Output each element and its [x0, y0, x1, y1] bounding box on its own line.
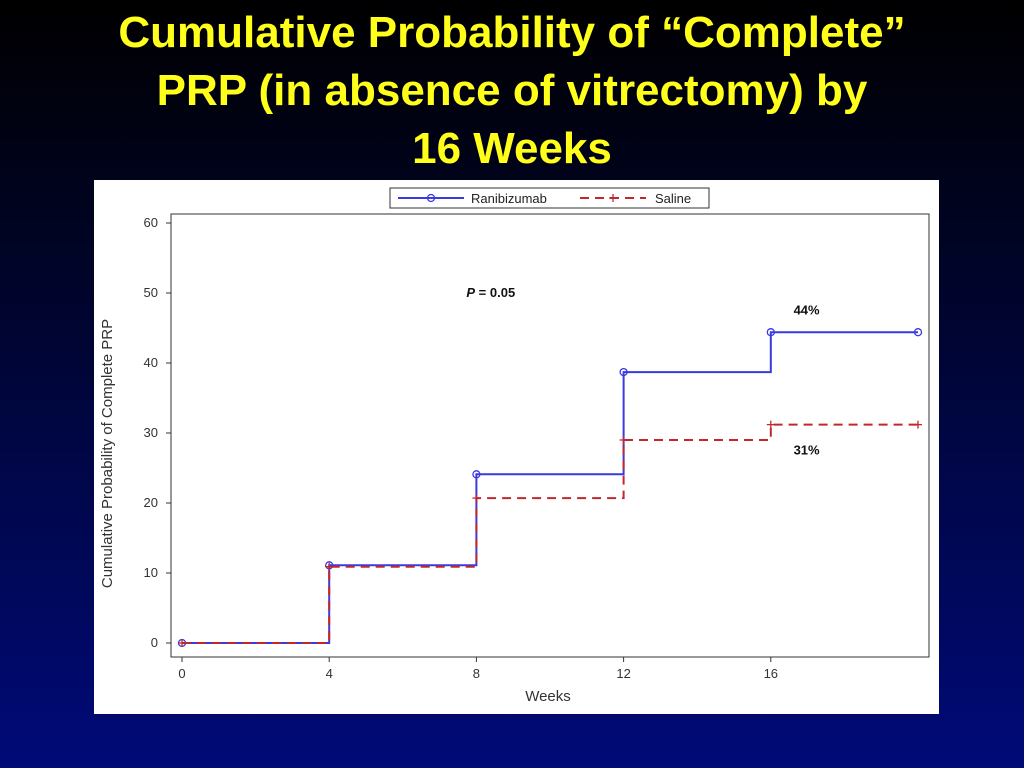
title-line-1: Cumulative Probability of “Complete” — [118, 8, 906, 57]
ranibizumab-point — [619, 367, 628, 377]
legend-ranibizumab-label: Ranibizumab — [471, 191, 547, 206]
saline-point — [619, 436, 628, 444]
saline-point — [178, 639, 186, 647]
x-tick-label: 16 — [764, 666, 778, 681]
plot-frame — [170, 213, 930, 658]
y-tick-label: 30 — [144, 425, 158, 440]
y-tick-label: 40 — [144, 355, 158, 370]
title-line-2: PRP (in absence of vitrectomy) by — [156, 66, 868, 115]
x-axis-title: Weeks — [525, 688, 571, 705]
ranibizumab-point — [766, 328, 775, 337]
saline-point — [472, 494, 481, 503]
y-tick-label: 50 — [144, 285, 158, 300]
x-tick-label: 0 — [178, 666, 185, 681]
ranibizumab-step-line — [182, 331, 918, 644]
legend-saline-marker — [609, 194, 617, 202]
y-tick-label: 20 — [144, 495, 158, 510]
p-value-annotation: P = 0.05 — [466, 285, 515, 300]
saline-step-line — [182, 423, 918, 644]
km-chart: 0 10 20 30 40 50 60 0 4 8 12 16 Weeks Cumulative Prob… — [99, 187, 930, 705]
saline-point — [325, 562, 334, 571]
saline-final-label: 31% — [794, 443, 820, 458]
title-line-3: 16 Weeks — [412, 124, 612, 173]
x-tick-label: 8 — [473, 666, 480, 681]
y-tick-label: 10 — [144, 565, 158, 580]
ranibizumab-final-label: 44% — [794, 303, 820, 318]
y-axis-title: Cumulative Probability of Complete PRP — [99, 319, 116, 588]
legend-box — [389, 187, 710, 209]
slide-title: Cumulative Probability of “Complete” PRP… — [0, 4, 1024, 178]
legend-saline-label: Saline — [655, 191, 691, 206]
x-tick-label: 12 — [616, 666, 630, 681]
ranibizumab-point — [472, 470, 481, 479]
y-tick-label: 60 — [144, 215, 158, 230]
legend-ranibizumab-marker — [426, 193, 436, 203]
ranibizumab-point — [913, 328, 923, 337]
y-tick-label: 0 — [151, 635, 158, 650]
saline-point — [914, 420, 922, 429]
x-tick-label: 4 — [326, 666, 333, 681]
saline-point — [766, 420, 775, 429]
chart-panel: 0 10 20 30 40 50 60 0 4 8 12 16 Weeks Cumulative Prob… — [94, 180, 939, 714]
